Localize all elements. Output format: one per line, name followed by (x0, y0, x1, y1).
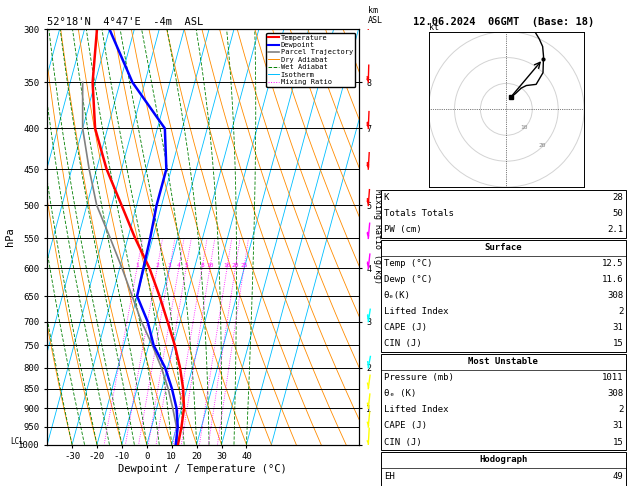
Text: Surface: Surface (484, 243, 522, 252)
Text: 308: 308 (607, 389, 623, 399)
Text: 15: 15 (613, 339, 623, 348)
Text: CIN (J): CIN (J) (384, 339, 421, 348)
Text: CAPE (J): CAPE (J) (384, 323, 426, 332)
Text: Temp (°C): Temp (°C) (384, 259, 432, 268)
Text: Most Unstable: Most Unstable (468, 357, 538, 366)
Text: θₑ (K): θₑ (K) (384, 389, 416, 399)
Text: Hodograph: Hodograph (479, 455, 527, 465)
Text: 20: 20 (539, 143, 547, 148)
Text: 12.06.2024  06GMT  (Base: 18): 12.06.2024 06GMT (Base: 18) (413, 17, 594, 27)
Text: Pressure (mb): Pressure (mb) (384, 373, 454, 382)
Text: θₑ(K): θₑ(K) (384, 291, 411, 300)
X-axis label: Dewpoint / Temperature (°C): Dewpoint / Temperature (°C) (118, 464, 287, 474)
Text: 5: 5 (184, 263, 188, 268)
Text: 25: 25 (240, 263, 248, 268)
Text: 49: 49 (613, 471, 623, 481)
Text: 31: 31 (613, 421, 623, 431)
Text: 2: 2 (155, 263, 159, 268)
Text: 20: 20 (231, 263, 239, 268)
Text: 10: 10 (521, 125, 528, 130)
Text: 50: 50 (613, 209, 623, 218)
Text: 4: 4 (177, 263, 181, 268)
Text: km
ASL: km ASL (368, 6, 383, 25)
Text: CIN (J): CIN (J) (384, 437, 421, 447)
Text: 52°18'N  4°47'E  -4m  ASL: 52°18'N 4°47'E -4m ASL (47, 17, 203, 27)
Text: 3: 3 (168, 263, 172, 268)
Y-axis label: hPa: hPa (5, 227, 15, 246)
Text: 12.5: 12.5 (602, 259, 623, 268)
Text: K: K (384, 193, 389, 202)
Text: kt: kt (428, 22, 438, 32)
Text: EH: EH (384, 471, 394, 481)
Text: 16: 16 (223, 263, 231, 268)
Text: CAPE (J): CAPE (J) (384, 421, 426, 431)
Text: 31: 31 (613, 323, 623, 332)
Legend: Temperature, Dewpoint, Parcel Trajectory, Dry Adiabat, Wet Adiabat, Isotherm, Mi: Temperature, Dewpoint, Parcel Trajectory… (266, 33, 355, 87)
Text: 28: 28 (613, 193, 623, 202)
Text: 8: 8 (200, 263, 204, 268)
Text: 2: 2 (618, 307, 623, 316)
Text: 11.6: 11.6 (602, 275, 623, 284)
Text: 15: 15 (613, 437, 623, 447)
Text: Lifted Index: Lifted Index (384, 307, 448, 316)
Text: 10: 10 (206, 263, 214, 268)
Text: Totals Totals: Totals Totals (384, 209, 454, 218)
Text: 308: 308 (607, 291, 623, 300)
Y-axis label: Mixing Ratio (g/kg): Mixing Ratio (g/kg) (373, 190, 382, 284)
Text: 1011: 1011 (602, 373, 623, 382)
Text: Dewp (°C): Dewp (°C) (384, 275, 432, 284)
Text: 1: 1 (135, 263, 139, 268)
Text: Lifted Index: Lifted Index (384, 405, 448, 415)
Text: 2: 2 (618, 405, 623, 415)
Text: PW (cm): PW (cm) (384, 225, 421, 234)
Text: 2.1: 2.1 (607, 225, 623, 234)
Text: LCL: LCL (10, 437, 24, 447)
